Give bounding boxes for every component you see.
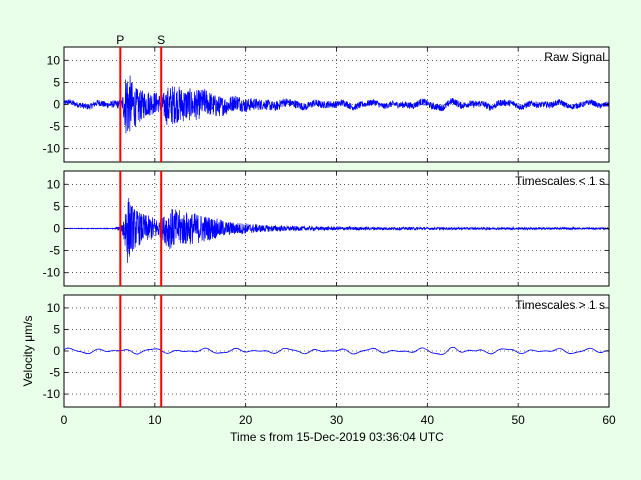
x-tick-label: 30: [330, 413, 344, 427]
x-tick-label: 0: [61, 413, 68, 427]
panel-2: 10 5 0 -5 -10 Timescales < 1 s: [43, 170, 610, 287]
panels: 10 5 0 -5 -10 Raw Signal 10 5 0 -5 -10 Timescales <…: [43, 46, 610, 408]
x-tick-label: 10: [148, 413, 162, 427]
phase-pick-label: S: [157, 33, 165, 47]
panel-1: 10 5 0 -5 -10 Raw Signal: [43, 46, 610, 163]
panel-title: Raw Signal: [544, 50, 605, 64]
y-tick-label: -5: [49, 120, 60, 134]
y-tick-label: -10: [43, 387, 61, 401]
y-tick-label: -5: [49, 244, 60, 258]
y-tick-label: 10: [47, 53, 61, 67]
signal-trace: [63, 346, 610, 356]
phase-pick-label: P: [116, 33, 124, 47]
signal-trace: [63, 75, 610, 134]
panel-title: Timescales < 1 s: [515, 174, 605, 188]
y-tick-label: 5: [53, 322, 60, 336]
x-tick-label: 50: [511, 413, 525, 427]
panel-3: 10 5 0 -5 -10 Timescales > 1 s: [43, 294, 610, 408]
y-tick-label: 10: [47, 177, 61, 191]
y-tick-label: 5: [53, 75, 60, 89]
x-tick-label: 60: [602, 413, 616, 427]
y-tick-label: 10: [47, 301, 61, 315]
y-axis-label: Velocity μm/s: [21, 316, 35, 387]
y-tick-label: 0: [53, 222, 60, 236]
panel-frame: [63, 294, 610, 408]
signal-trace: [63, 198, 610, 263]
y-tick-label: 0: [53, 98, 60, 112]
y-tick-label: 0: [53, 344, 60, 358]
panel-frame: [63, 46, 610, 163]
panel-title: Timescales > 1 s: [515, 298, 605, 312]
panel-frame: [63, 170, 610, 287]
y-tick-label: 5: [53, 199, 60, 213]
x-axis-label: Time s from 15-Dec-2019 03:36:04 UTC: [230, 430, 444, 444]
y-tick-label: -10: [43, 142, 61, 156]
y-tick-label: -10: [43, 266, 61, 280]
x-axis: 0 10 20 30 40 50 60: [61, 413, 616, 427]
y-tick-label: -5: [49, 366, 60, 380]
x-tick-label: 20: [239, 413, 253, 427]
x-tick-label: 40: [421, 413, 435, 427]
